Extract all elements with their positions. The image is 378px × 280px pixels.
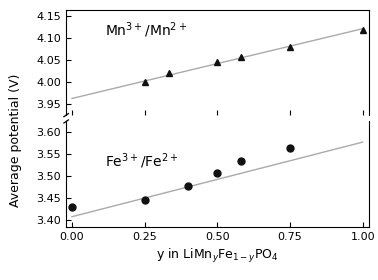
Text: Average potential (V): Average potential (V) [9, 73, 22, 207]
Text: Mn$^{3+}$/Mn$^{2+}$: Mn$^{3+}$/Mn$^{2+}$ [105, 20, 187, 40]
X-axis label: y in LiMn$_y$Fe$_{1-y}$PO$_4$: y in LiMn$_y$Fe$_{1-y}$PO$_4$ [156, 247, 279, 265]
Text: Fe$^{3+}$/Fe$^{2+}$: Fe$^{3+}$/Fe$^{2+}$ [105, 151, 179, 171]
